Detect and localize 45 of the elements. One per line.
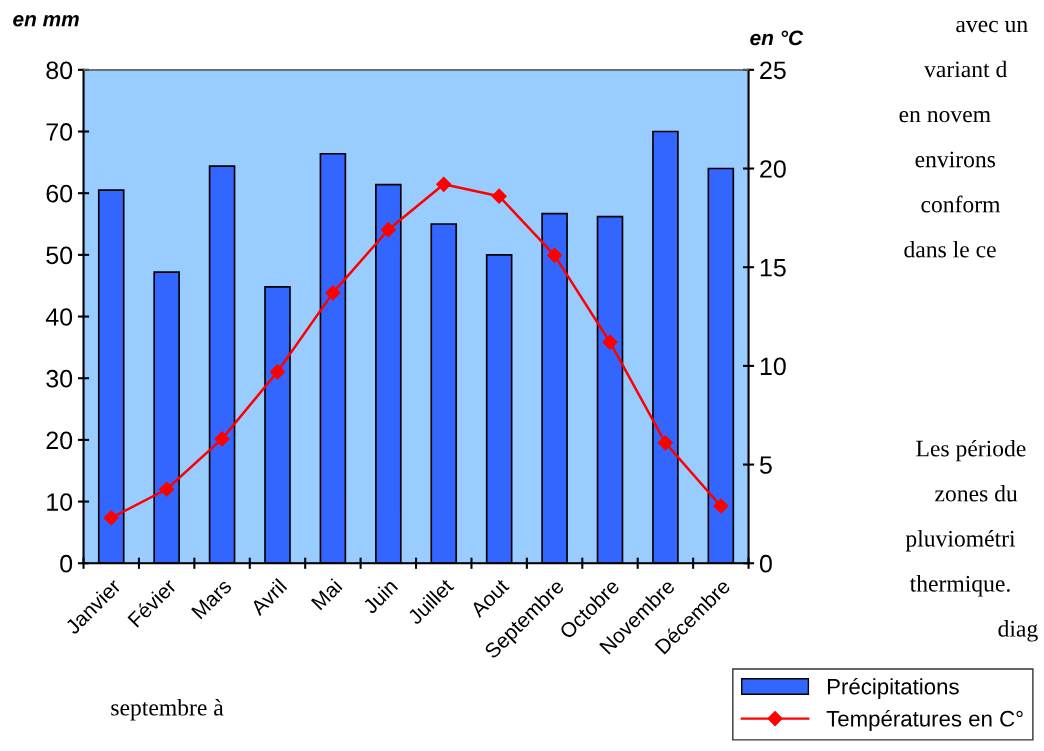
text: Les période: [916, 439, 1026, 462]
text: avec un: [956, 20, 1028, 33]
point: [325, 285, 341, 301]
text: diag: [998, 620, 1038, 642]
y2-tick-label: 0: [759, 554, 772, 573]
text: environs: [915, 151, 996, 168]
y-axis-title: en mm: [13, 15, 79, 27]
y-tick-label: 60: [46, 184, 73, 203]
y-tick-label: 70: [46, 123, 73, 141]
point: [159, 481, 175, 497]
y2-axis-title: en °C: [750, 30, 804, 46]
point: [214, 431, 230, 447]
point: [380, 222, 396, 238]
point: [436, 176, 452, 192]
point: [713, 498, 729, 514]
y-tick-label: 20: [46, 431, 73, 450]
text: dans le ce: [904, 240, 996, 258]
x-tick-label: Juin: [361, 578, 399, 615]
y2-tick-label: 25: [760, 61, 786, 80]
text: thermique.: [909, 575, 1010, 597]
point: [103, 510, 119, 526]
y-tick-label: 0: [60, 554, 73, 573]
text: septembre à: [111, 698, 224, 721]
text: zones du: [935, 484, 1018, 502]
text: en novem: [899, 110, 991, 123]
text: conform: [921, 195, 1001, 213]
point: [657, 435, 673, 451]
text: pluviométri: [905, 530, 1016, 552]
y2-tick-label: 5: [759, 456, 772, 474]
legend-label: Températures en C°: [826, 710, 1023, 731]
y-tick-label: 40: [45, 308, 73, 326]
point: [491, 188, 507, 204]
point: [602, 334, 618, 350]
y2-tick-label: 15: [760, 259, 786, 277]
y2-tick-label: 10: [760, 357, 786, 376]
y-tick-label: 30: [46, 369, 73, 388]
x-tick-label: Mai: [310, 578, 343, 611]
point: [269, 364, 286, 380]
y-tick-label: 80: [46, 61, 73, 80]
text: variant d: [924, 60, 1008, 78]
y-tick-label: 10: [47, 493, 73, 511]
y2-tick-label: 20: [760, 160, 786, 178]
y-tick-label: 50: [46, 246, 73, 265]
point: [547, 247, 563, 263]
legend-label: Précipitations: [827, 677, 959, 699]
